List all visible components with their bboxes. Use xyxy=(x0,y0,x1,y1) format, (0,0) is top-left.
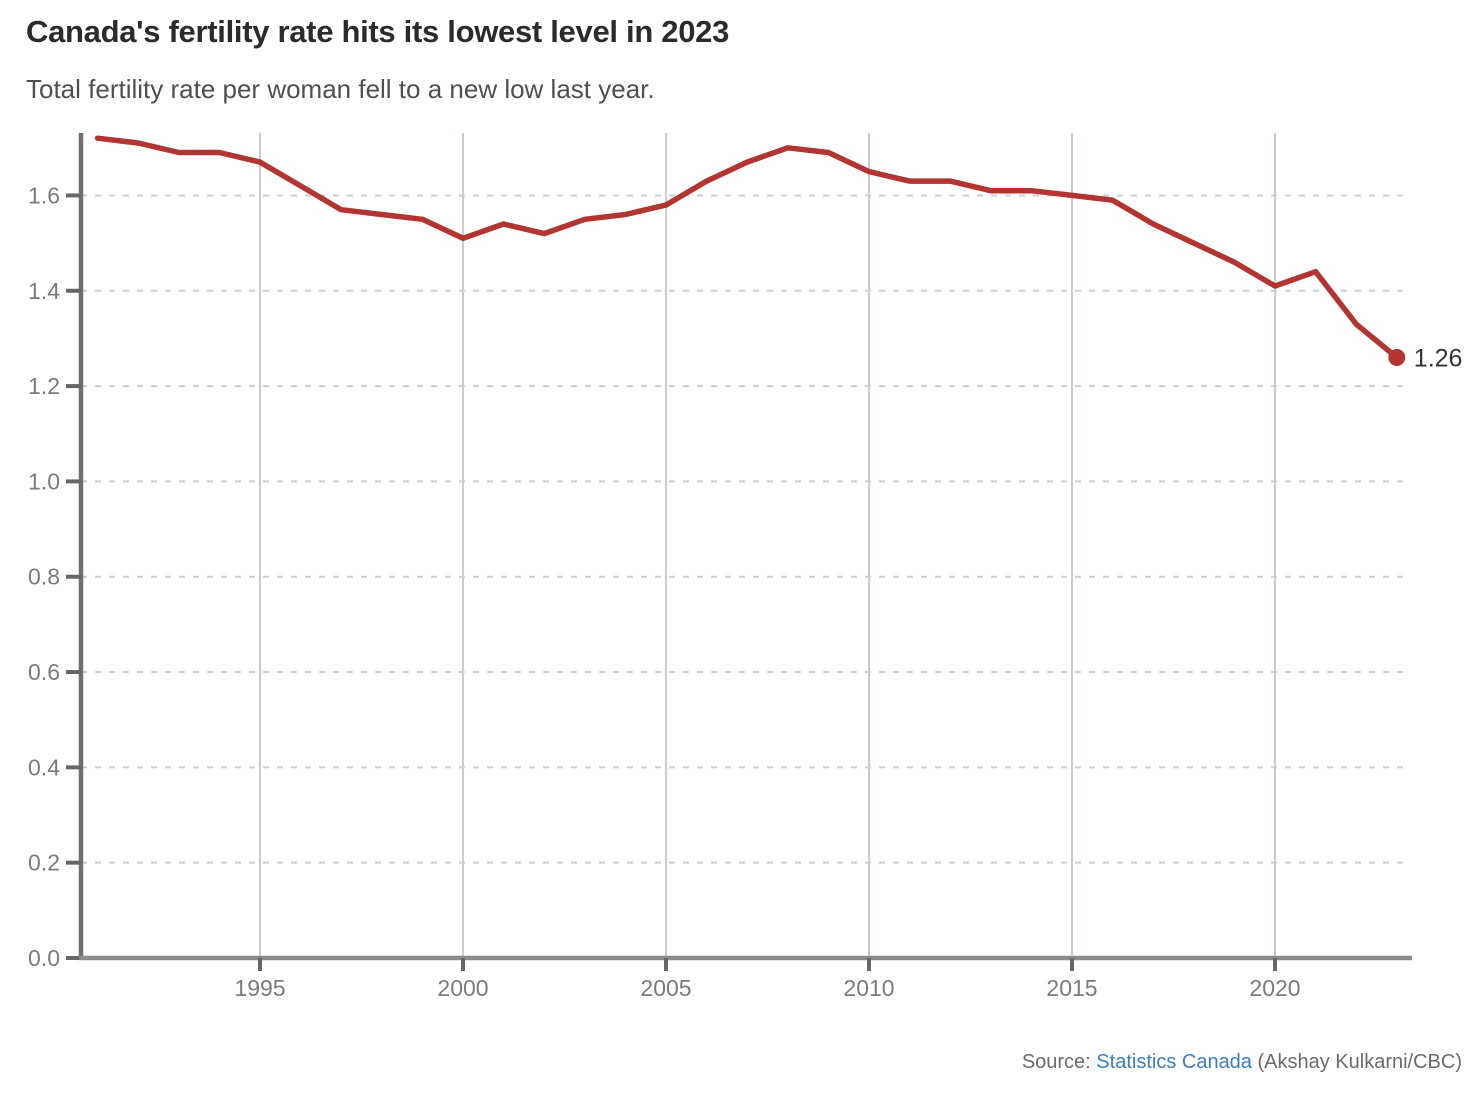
chart-title: Canada's fertility rate hits its lowest … xyxy=(26,14,730,49)
y-axis-tick-label: 0.0 xyxy=(28,945,60,971)
y-axis-tick-label: 1.4 xyxy=(28,278,60,304)
x-axis-tick-label: 2010 xyxy=(843,975,894,1001)
fertility-rate-line xyxy=(94,135,1400,361)
x-axis-tick-label: 2020 xyxy=(1249,975,1300,1001)
y-axis-tick-label: 1.2 xyxy=(28,373,60,399)
y-axis-tick-label: 0.2 xyxy=(28,850,60,876)
source-label: Source: xyxy=(1021,1051,1097,1073)
source-byline: (Akshay Kulkarni/CBC) xyxy=(1251,1051,1462,1073)
end-point-value-label: 1.26 xyxy=(1414,344,1463,372)
x-axis-tick-label: 1995 xyxy=(234,975,285,1001)
source-link[interactable]: Statistics Canada xyxy=(1096,1051,1252,1073)
x-axis-tick-label: 2015 xyxy=(1046,975,1097,1001)
y-axis-tick-label: 0.4 xyxy=(28,754,60,780)
source-credit: Source: Statistics Canada (Akshay Kulkar… xyxy=(1022,1051,1462,1074)
x-axis-tick-label: 2000 xyxy=(437,975,488,1001)
x-axis-tick-label: 2005 xyxy=(640,975,691,1001)
y-axis-tick-label: 1.0 xyxy=(28,468,60,494)
y-axis-tick-label: 0.6 xyxy=(28,659,60,685)
y-axis-tick-label: 1.6 xyxy=(28,182,60,208)
chart-subtitle: Total fertility rate per woman fell to a… xyxy=(26,74,655,104)
end-point-dot xyxy=(1388,348,1406,366)
y-axis-tick-label: 0.8 xyxy=(28,564,60,590)
